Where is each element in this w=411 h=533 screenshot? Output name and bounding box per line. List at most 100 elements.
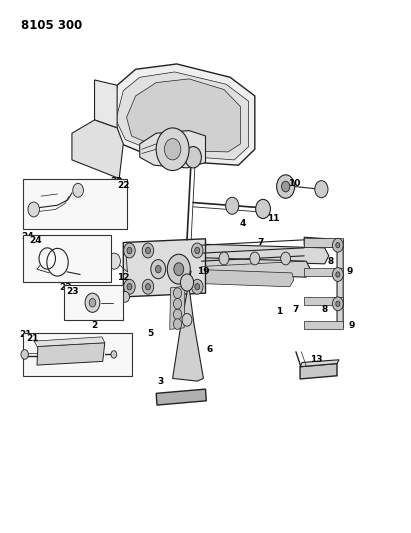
Polygon shape: [173, 271, 203, 381]
Text: 9: 9: [346, 268, 353, 276]
Circle shape: [156, 128, 189, 171]
Text: 11: 11: [267, 214, 279, 223]
Circle shape: [182, 313, 192, 326]
Polygon shape: [304, 321, 343, 329]
Text: 5: 5: [147, 329, 153, 337]
Polygon shape: [72, 120, 123, 179]
Circle shape: [127, 284, 132, 290]
Circle shape: [195, 284, 200, 290]
Polygon shape: [37, 343, 105, 365]
Polygon shape: [300, 364, 337, 379]
Text: 22: 22: [117, 181, 129, 190]
Text: 12: 12: [117, 273, 129, 281]
Bar: [64, 285, 123, 320]
Circle shape: [85, 293, 100, 312]
Text: 8: 8: [328, 257, 334, 265]
Polygon shape: [111, 64, 255, 165]
Circle shape: [256, 199, 270, 219]
Circle shape: [173, 319, 182, 329]
Circle shape: [167, 254, 190, 284]
Circle shape: [73, 183, 83, 197]
Text: 2: 2: [91, 321, 98, 329]
Circle shape: [192, 279, 203, 294]
Circle shape: [185, 147, 201, 168]
Polygon shape: [156, 389, 206, 405]
Circle shape: [142, 279, 154, 294]
Text: 19: 19: [197, 268, 210, 276]
Circle shape: [164, 139, 181, 160]
Circle shape: [219, 252, 229, 265]
Circle shape: [142, 243, 154, 258]
Circle shape: [28, 202, 39, 217]
Circle shape: [145, 247, 150, 254]
Text: 23: 23: [67, 287, 79, 296]
Text: 24: 24: [29, 236, 42, 245]
Text: 6: 6: [206, 345, 213, 353]
Polygon shape: [127, 79, 240, 152]
Circle shape: [173, 309, 182, 320]
Text: 3: 3: [157, 377, 164, 385]
Circle shape: [173, 298, 182, 309]
Bar: [23, 179, 127, 229]
Circle shape: [180, 274, 194, 291]
Circle shape: [336, 243, 340, 248]
Circle shape: [226, 197, 239, 214]
Circle shape: [282, 181, 290, 192]
Circle shape: [250, 252, 260, 265]
Circle shape: [111, 351, 117, 358]
Circle shape: [174, 263, 184, 276]
Polygon shape: [304, 237, 343, 328]
Circle shape: [281, 252, 291, 265]
Text: 4: 4: [239, 220, 246, 228]
Circle shape: [124, 279, 135, 294]
Circle shape: [336, 272, 340, 277]
Circle shape: [332, 238, 343, 252]
Circle shape: [315, 181, 328, 198]
Circle shape: [89, 305, 97, 316]
Circle shape: [108, 253, 120, 269]
Text: 8105 300: 8105 300: [21, 19, 82, 31]
Circle shape: [89, 298, 96, 307]
Polygon shape: [140, 268, 294, 287]
Text: 21: 21: [19, 330, 32, 339]
Circle shape: [173, 288, 182, 298]
Text: 13: 13: [310, 356, 323, 364]
Text: 21: 21: [26, 334, 38, 343]
Circle shape: [124, 243, 135, 258]
Text: 10: 10: [288, 180, 300, 188]
Circle shape: [195, 247, 200, 254]
Polygon shape: [140, 131, 206, 168]
Text: 9: 9: [348, 321, 355, 329]
Text: 22: 22: [110, 177, 122, 186]
Circle shape: [277, 175, 295, 198]
Polygon shape: [300, 360, 339, 367]
Polygon shape: [123, 239, 206, 297]
Circle shape: [121, 292, 129, 302]
Text: 24: 24: [22, 232, 34, 240]
Text: 8: 8: [321, 305, 328, 313]
Circle shape: [192, 243, 203, 258]
Text: 7: 7: [258, 238, 264, 247]
Circle shape: [336, 301, 340, 306]
Circle shape: [21, 350, 28, 359]
Bar: [23, 333, 132, 376]
Text: 7: 7: [293, 305, 299, 313]
Text: 23: 23: [60, 283, 72, 292]
Circle shape: [145, 284, 150, 290]
Circle shape: [151, 260, 166, 279]
Polygon shape: [34, 337, 105, 346]
Circle shape: [155, 265, 161, 273]
Polygon shape: [116, 72, 249, 160]
Polygon shape: [304, 297, 343, 305]
Circle shape: [332, 268, 343, 281]
Polygon shape: [304, 268, 343, 276]
Polygon shape: [95, 80, 117, 128]
Polygon shape: [304, 238, 343, 247]
Text: 1: 1: [276, 308, 283, 316]
Circle shape: [127, 247, 132, 254]
Polygon shape: [170, 286, 185, 329]
Circle shape: [332, 297, 343, 311]
Polygon shape: [140, 243, 329, 264]
Bar: [23, 235, 111, 282]
Polygon shape: [140, 256, 310, 277]
